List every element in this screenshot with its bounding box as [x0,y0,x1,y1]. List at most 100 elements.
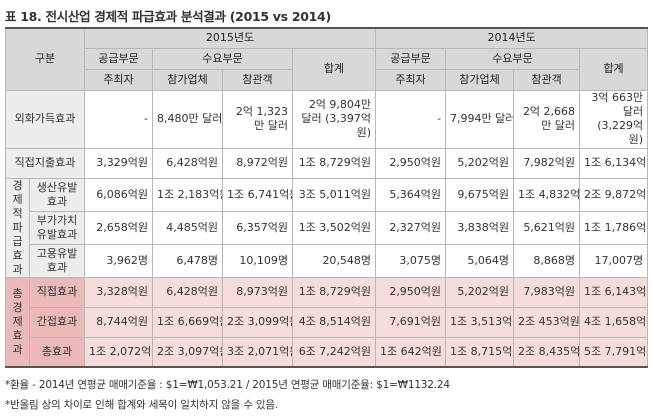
header-visitor-2014: 참관객 [513,68,581,91]
header-visitor-2015: 참관객 [222,68,293,91]
table-cell: 2조 3,099억원 [222,306,293,338]
row-total-effect: 총효과 1조 2,072억원 2조 3,097억원 3조 2,071억원 6조 … [6,336,649,368]
table-cell: 2,327억원 [375,210,447,245]
table-cell: 3,329억원 [84,147,153,179]
group-label-economic: 경제적 파급 효과 [5,177,30,278]
table-cell: 8,972억원 [222,147,293,179]
table-cell: 1조 6,143억원 [579,276,649,308]
row-label: 직접지출효과 [5,147,85,179]
economic-impact-table: 구분 2015년도 2014년도 공급부문 수요부문 합계 공급부문 수요부문 … [5,27,649,368]
header-supply-2015: 공급부문 [84,47,153,70]
table-cell: 3,075명 [375,243,447,278]
table-cell: 6,428억원 [152,147,223,179]
row-label: 부가가치 유발효과 [29,210,85,245]
header-demand-2015: 수요부문 [152,47,293,70]
table-cell: 7,983억원 [513,276,581,308]
table-cell: 5조 7,791억원 [579,336,649,368]
table-cell: 6,357억원 [222,210,293,245]
table-cell: 3,838억원 [445,210,515,245]
table-cell: 17,007명 [579,243,649,278]
table-cell: 1조 3,502억원 [291,210,377,245]
header-supply-2014: 공급부문 [375,47,447,70]
table-cell: 5,202억원 [445,147,515,179]
table-cell: 6,478명 [152,243,223,278]
table-cell: 6,428억원 [152,276,223,308]
table-cell: 1조 2,183억원 [152,177,223,212]
header-year-2014: 2014년도 [375,27,649,49]
table-cell: 7,691억원 [375,306,447,338]
row-label: 총효과 [29,336,85,368]
table-cell: 2억 9,804만 달러 (3,397억원) [291,89,377,149]
table-cell: 8,973억원 [222,276,293,308]
table-cell: 2,950억원 [375,276,447,308]
header-organizer-2015: 주최자 [84,68,153,91]
exchange-rate-note: *환율 - 2014년 연평균 매매기준율 : $1=₩1,053.21 / 2… [5,379,450,391]
table-cell: 4조 8,514억원 [291,306,377,338]
table-cell: 3,328억원 [84,276,153,308]
table-cell: 5,064명 [445,243,515,278]
table-cell: 2조 3,097억원 [152,336,223,368]
row-label: 직접효과 [29,276,85,308]
table-cell: 10,109명 [222,243,293,278]
table-cell: 2억 1,323만 달러 [222,89,293,149]
row-direct-spending: 직접지출효과 3,329억원 6,428억원 8,972억원 1조 8,729억… [5,147,649,179]
table-cell: 9,675억원 [445,177,515,212]
table-cell: 4조 1,658억원 [579,306,649,338]
row-label: 생산유발 효과 [29,177,85,212]
header-organizer-2014: 주최자 [375,68,447,91]
table-cell: 2조 453억원 [513,306,581,338]
table-cell: 6조 7,242억원 [291,336,377,368]
table-cell: 4,485억원 [152,210,223,245]
row-foreign-currency: 외화가득효과 - 8,480만 달러 2억 1,323만 달러 2억 9,804… [5,89,649,149]
header-year-2015: 2015년도 [83,27,377,49]
table-cell: 7,982억원 [513,147,581,179]
header-demand-2014: 수요부문 [445,47,581,70]
table-title: 표 18. 전시산업 경제적 파급효과 분석결과 (2015 vs 2014) [5,9,331,24]
table-cell: 3,962명 [84,243,153,278]
header-exhibitor-2015: 참가업체 [152,68,223,91]
table-cell: 1조 6,741억원 [222,177,293,212]
header-total-2015: 합계 [291,47,377,91]
row-label: 간접효과 [29,306,85,338]
rounding-note: *반올림 상의 차이로 인해 합계와 세목이 일치하지 않을 수 있음. [5,399,278,411]
table-cell: 1조 4,832억원 [513,177,581,212]
row-value-added: 부가가치 유발효과 2,658억원 4,485억원 6,357억원 1조 3,5… [6,210,649,245]
header-exhibitor-2014: 참가업체 [445,68,515,91]
row-label: 고용유발 효과 [29,243,85,278]
table-cell: 8,480만 달러 [152,89,223,149]
table-cell: 1조 1,786억원 [579,210,649,245]
table-cell: 2조 9,872억원 [579,177,649,212]
table-cell: 3조 2,071억원 [222,336,293,368]
table-cell: 1조 6,669억원 [152,306,223,338]
table-cell: 1조 642억원 [375,336,447,368]
header-total-2014: 합계 [579,47,649,91]
table-cell: 5,202억원 [445,276,515,308]
table-cell: 20,548명 [291,243,377,278]
table-cell: 6,086억원 [84,177,153,212]
table-cell: 1조 8,715억원 [445,336,515,368]
row-label: 외화가득효과 [5,89,85,149]
table-cell: 3억 663만 달러 (3,229억원) [579,89,649,149]
group-label-total: 총 경제 효과 [5,276,30,368]
table-cell: 5,364억원 [375,177,447,212]
table-cell: 1조 3,513억원 [445,306,515,338]
table-cell: 1조 8,729억원 [291,147,377,179]
table-cell: - [84,89,153,149]
table-cell: 7,994만 달러 [445,89,515,149]
table-cell: 8,868명 [513,243,581,278]
table-cell: 1조 6,134억원 [579,147,649,179]
row-indirect-effect: 간접효과 8,744억원 1조 6,669억원 2조 3,099억원 4조 8,… [6,306,649,338]
table-cell: - [375,89,447,149]
row-production: 경제적 파급 효과 생산유발 효과 6,086억원 1조 2,183억원 1조 … [5,177,649,278]
table-cell: 5,621억원 [513,210,581,245]
table-cell: 2억 2,668만 달러 [513,89,581,149]
table-cell: 1조 8,729억원 [291,276,377,308]
table-cell: 1조 2,072억원 [84,336,153,368]
table-cell: 2,658억원 [84,210,153,245]
table-cell: 8,744억원 [84,306,153,338]
table-cell: 2조 8,435억원 [513,336,581,368]
row-direct-effect: 총 경제 효과 직접효과 3,328억원 6,428억원 8,973억원 1조 … [5,276,649,368]
table-cell: 3조 5,011억원 [291,177,377,212]
table-cell: 2,950억원 [375,147,447,179]
header-category: 구분 [5,27,85,91]
